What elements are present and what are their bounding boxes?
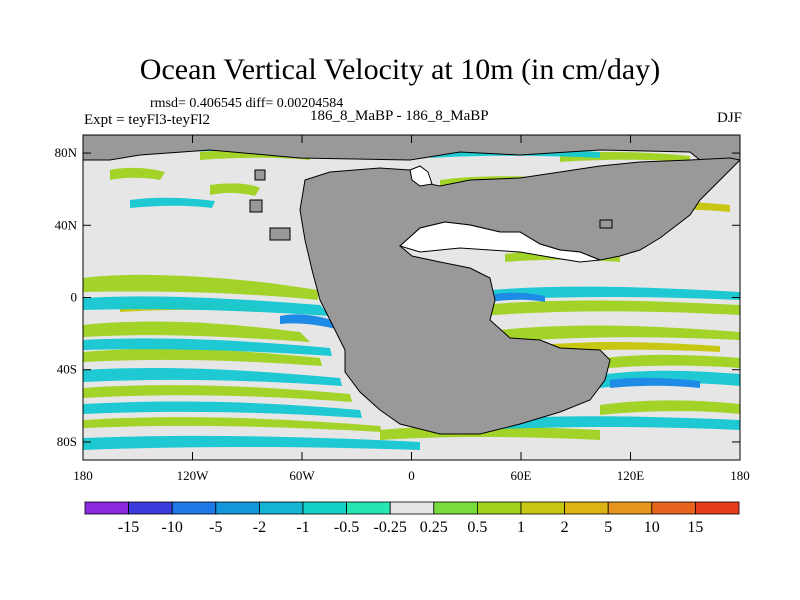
colorbar-label: -0.25 [374, 519, 407, 536]
colorbar-swatch [258, 501, 304, 515]
colorbar-label: 0.5 [467, 519, 487, 536]
colorbar-swatch [215, 501, 260, 515]
season-label: DJF [716, 110, 742, 126]
colorbar-swatch [607, 501, 653, 515]
stats-label: rmsd= 0.406545 diff= 0.00204584 [150, 96, 344, 111]
colorbar-labels: -15 -10 -5 -2 -1 -0.5 -0.25 0.25 0.5 1 2 5 10 15 [118, 519, 703, 536]
colorbar-swatch [520, 501, 565, 515]
colorbar-label: -15 [118, 519, 139, 536]
colorbar-swatch [389, 501, 435, 515]
positive-velocity-bands [83, 149, 740, 440]
tethys-sea [399, 221, 601, 263]
longitude-label: 180 [730, 468, 750, 483]
colorbar-swatch [128, 501, 173, 515]
longitude-labels: 180 120W 60W 0 60E 120E 180 [73, 468, 750, 483]
colorbar-label: 10 [644, 519, 660, 536]
longitude-label: 60W [289, 468, 315, 483]
colorbar-swatch [84, 501, 129, 515]
colorbar-label: 15 [687, 519, 703, 536]
land-masses [83, 135, 740, 435]
colorbar-label: -10 [162, 519, 183, 536]
inner-sea-north [409, 165, 433, 187]
latitude-labels: 80N 40N 0 40S 80S [55, 145, 78, 449]
colorbar-swatch [346, 501, 391, 515]
colorbar-label: 1 [517, 519, 525, 536]
latitude-label: 80S [57, 434, 77, 449]
colorbar-label: 5 [604, 519, 612, 536]
colorbar-swatch [476, 501, 522, 515]
colorbar-label: 2 [561, 519, 569, 536]
colorbar-label: -1 [296, 519, 309, 536]
negative-velocity-bands [83, 142, 740, 450]
colorbar [84, 501, 740, 515]
colorbar-label: 0.25 [420, 519, 448, 536]
strong-negative-bands [280, 292, 700, 388]
colorbar-swatch [695, 501, 740, 515]
latitude-label: 40S [57, 362, 77, 377]
colorbar-swatch [564, 501, 609, 515]
latitude-label: 0 [71, 290, 78, 305]
case-label: 186_8_MaBP - 186_8_MaBP [310, 108, 489, 124]
longitude-label: 120W [177, 468, 210, 483]
longitude-label: 0 [408, 468, 415, 483]
colorbar-swatch [171, 501, 217, 515]
longitude-label: 180 [73, 468, 93, 483]
latitude-label: 40N [55, 217, 78, 232]
colorbar-label: -2 [253, 519, 266, 536]
experiment-label: Expt = teyFl3-teyFl2 [84, 112, 210, 128]
longitude-label: 120E [617, 468, 645, 483]
colorbar-swatch [302, 501, 347, 515]
colorbar-label: -5 [209, 519, 222, 536]
axis-ticks [82, 135, 741, 460]
longitude-label: 60E [511, 468, 532, 483]
colorbar-swatch [433, 501, 478, 515]
chart-title: Ocean Vertical Velocity at 10m (in cm/da… [139, 53, 661, 86]
latitude-label: 80N [55, 145, 78, 160]
colorbar-label: -0.5 [334, 519, 359, 536]
colorbar-swatch [651, 501, 696, 515]
